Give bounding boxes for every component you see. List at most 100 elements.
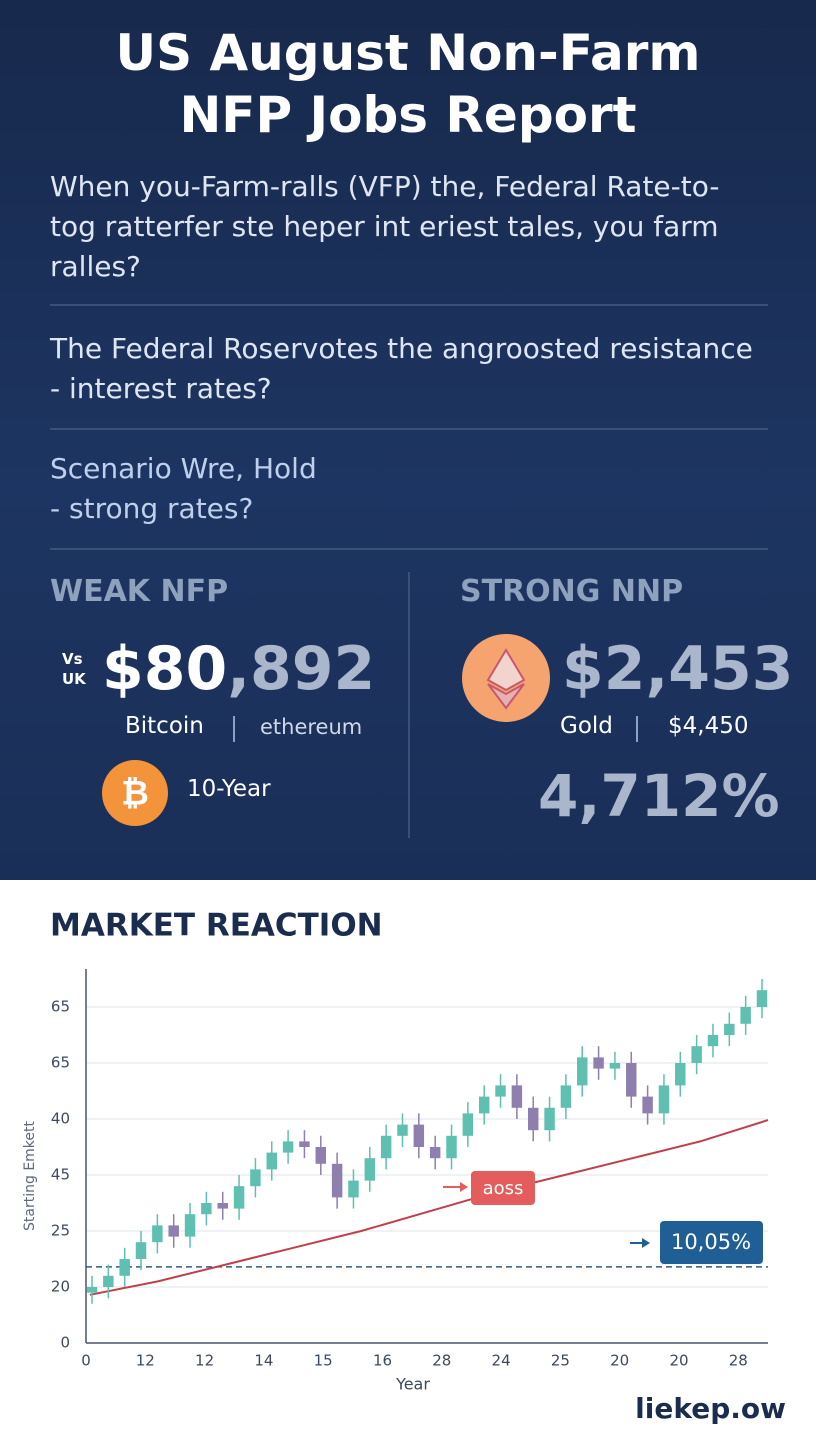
x-tick-label: 14 [254,1352,273,1370]
chart: MARKET REACTION Starting Emkett Year lie… [22,908,786,1426]
candle-body [740,1007,751,1024]
x-tick-label: 20 [610,1352,629,1370]
paragraph-line: ralles? [50,250,141,283]
x-tick-label: 12 [136,1352,155,1370]
ethereum-icon [462,634,550,722]
candle-body [446,1135,457,1159]
candle-body [201,1203,212,1215]
separator [233,716,235,742]
paragraph-line: When you-Farm-ralls (VFP) the, Federal R… [50,170,720,203]
candle-body [511,1085,523,1108]
candle-body [707,1035,719,1047]
x-tick-label: 28 [729,1352,748,1370]
paragraph-line: Scenario Wre, Hold [50,452,317,485]
y-axis-label: Starting Emkett [22,1120,38,1230]
badge: UK [62,670,86,688]
candle-body [233,1186,245,1209]
price: $80,892 [102,634,375,704]
candle-body [86,1287,98,1293]
candle-body [397,1124,408,1136]
x-tick-label: 16 [373,1352,392,1370]
candle-body [184,1214,196,1237]
candle-body [609,1063,621,1069]
candle-body [299,1141,310,1147]
divider [50,304,768,306]
candle-body [642,1096,653,1114]
candle-body [593,1057,604,1069]
x-tick-label: 0 [81,1352,91,1370]
y-tick-label: 65 [51,998,70,1016]
candle-body [250,1169,261,1187]
annotation-box [660,1221,763,1264]
candle-body [364,1158,376,1181]
label: Gold [560,713,613,739]
candle-body [315,1147,327,1164]
candle-body [103,1275,114,1287]
arrowhead [460,1182,468,1192]
paragraph-line: tog ratterfer ste heper int eriest tales… [50,210,719,243]
arrowhead [642,1238,650,1248]
weak-heading: WEAK NFP [50,574,229,609]
x-tick-label: 25 [551,1352,570,1370]
badge: Vs [62,650,83,668]
candle-body [462,1113,474,1136]
paragraph-line: - interest rates? [50,372,272,405]
watermark: liekep.ow [635,1392,786,1425]
candle-body [217,1203,228,1209]
candle-body [135,1242,147,1259]
x-tick-label: 28 [432,1352,451,1370]
candle-body [119,1259,130,1276]
x-tick-label: 15 [314,1352,333,1370]
candle-body [168,1225,179,1237]
divider [50,548,768,550]
x-tick-label: 12 [195,1352,214,1370]
candle-body [756,990,768,1007]
column-divider [408,572,410,838]
candle-body [413,1124,425,1147]
label: Bitcoin [125,713,204,739]
candle-body [544,1107,555,1131]
big-number: 4,712% [538,762,780,830]
candle-body [577,1057,588,1086]
y-tick-label: 45 [51,1166,70,1184]
annotation-text: 10,05% [671,1230,751,1254]
candle-body [495,1085,506,1097]
candle-body [527,1107,539,1131]
candle-body [478,1096,490,1114]
candle-body [152,1225,163,1243]
x-axis-label: Year [395,1375,430,1394]
x-tick-label: 24 [492,1352,511,1370]
candle-body [331,1163,343,1198]
annotation-text: aoss [483,1178,524,1199]
paragraph-line: The Federal Roservotes the angroosted re… [50,332,753,365]
label: $4,450 [668,713,749,739]
label: 10-Year [187,776,271,802]
separator [636,716,638,742]
y-tick-label: 20 [51,1278,70,1296]
price-rest: ,892 [227,634,376,704]
chart-title: MARKET REACTION [50,908,383,944]
header-panel: US August Non-Farm NFP Jobs Report When … [0,0,816,880]
candle-body [626,1063,637,1097]
divider [50,428,768,430]
candle-body [658,1085,670,1114]
paragraph-line: - strong rates? [50,492,254,525]
price: $2,453 [562,634,794,704]
bitcoin-icon: ₿ [102,760,168,826]
y-tick-label: 65 [51,1054,70,1072]
title: US August Non-Farm [115,24,701,82]
candle-body [560,1085,572,1108]
candle-body [691,1046,702,1063]
y-tick-label: 25 [51,1222,70,1240]
strong-heading: STRONG NNP [460,574,684,609]
y-tick-label: 0 [60,1334,70,1352]
candle-body [724,1023,735,1035]
price-main: $80 [102,634,228,704]
candle-body [429,1147,441,1159]
svg-text:₿: ₿ [121,774,149,814]
label: ethereum [260,715,363,739]
candle-body [282,1141,294,1153]
title: NFP Jobs Report [179,86,637,144]
annotation-box [471,1171,535,1205]
